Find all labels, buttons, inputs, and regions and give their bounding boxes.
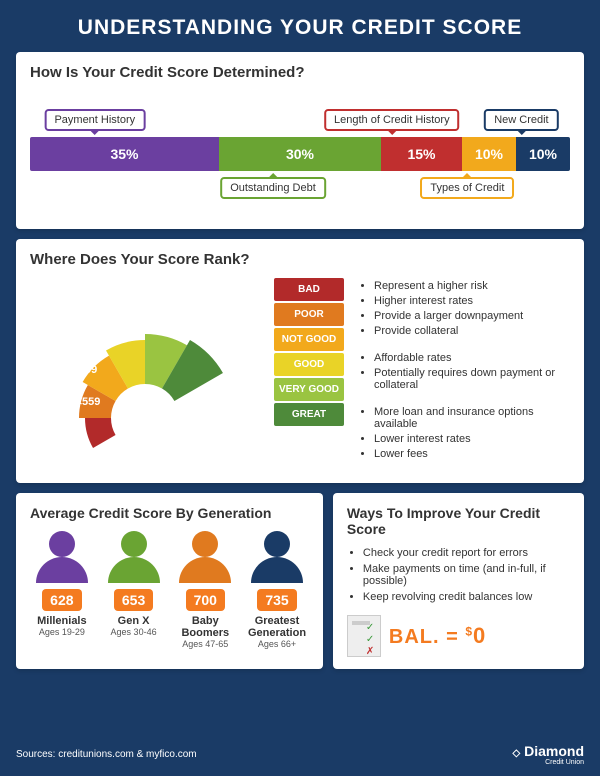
- check-icon: ✓: [366, 634, 376, 644]
- bullet-item: Lower interest rates: [374, 433, 570, 445]
- improve-bullet: Keep revolving credit balances low: [363, 591, 570, 603]
- brand-name: Diamond: [524, 743, 584, 759]
- avatar-icon: [108, 531, 160, 583]
- improve-bullet: Check your credit report for errors: [363, 547, 570, 559]
- panel-determined: How Is Your Credit Score Determined? Pay…: [16, 52, 584, 229]
- legend-item: NOT GOOD: [274, 328, 344, 351]
- score-badge: 735: [257, 589, 296, 611]
- panel-rank: Where Does Your Score Rank? <559 560-609 6…: [16, 239, 584, 483]
- legend-item: POOR: [274, 303, 344, 326]
- footer: Sources: creditunions.com & myfico.com ◇…: [16, 743, 584, 766]
- rank-fan-chart: <559 560-609 610-649 650-689 690-739 740+: [30, 278, 260, 448]
- bar-segment: 10%: [516, 137, 570, 171]
- bar-segment: 30%: [219, 137, 381, 171]
- generation-name: Baby Boomers: [173, 615, 237, 639]
- bar-segment: 35%: [30, 137, 219, 171]
- legend-item: VERY GOOD: [274, 378, 344, 401]
- factor-callout: Length of Credit History: [324, 109, 460, 131]
- generation-name: Greatest Generation: [245, 615, 309, 639]
- legend-item: GOOD: [274, 353, 344, 376]
- wedge-label: 650-689: [122, 302, 162, 314]
- factor-callout: Payment History: [44, 109, 145, 131]
- bullet-item: Represent a higher risk: [374, 280, 570, 292]
- panel3-heading: Average Credit Score By Generation: [30, 505, 309, 521]
- generation-ages: Ages 66+: [245, 639, 309, 649]
- balance-text: BAL. = $0: [389, 623, 486, 649]
- sources-text: Sources: creditunions.com & myfico.com: [16, 749, 197, 760]
- avatar-icon: [36, 531, 88, 583]
- improve-bullet: Make payments on time (and in-full, if p…: [363, 563, 570, 587]
- score-badge: 628: [42, 589, 81, 611]
- rank-bullets: Represent a higher risk Higher interest r…: [358, 278, 570, 471]
- check-icon: ✓: [366, 622, 376, 632]
- generation-ages: Ages 19-29: [30, 627, 94, 637]
- bullet-item: Affordable rates: [374, 352, 570, 364]
- bar-segment: 15%: [381, 137, 462, 171]
- stacked-bar-chart: 35%30%15%10%10%: [30, 137, 570, 171]
- factor-callout: New Credit: [484, 109, 558, 131]
- legend-item: BAD: [274, 278, 344, 301]
- rank-legend: BADPOORNOT GOODGOODVERY GOODGREAT: [274, 278, 344, 426]
- generation-name: Millenials: [30, 615, 94, 627]
- score-badge: 653: [114, 589, 153, 611]
- wedge-label: 610-649: [76, 326, 116, 338]
- wedge-label: <559: [76, 396, 101, 408]
- balance-value: 0: [473, 623, 486, 648]
- avatar-icon: [179, 531, 231, 583]
- panel2-heading: Where Does Your Score Rank?: [30, 251, 570, 268]
- generation-item: 653 Gen X Ages 30-46: [102, 531, 166, 649]
- factor-callout: Outstanding Debt: [220, 177, 326, 199]
- bullet-item: More loan and insurance options availabl…: [374, 406, 570, 430]
- panel-improve: Ways To Improve Your Credit Score Check …: [333, 493, 584, 669]
- brand-sub: Credit Union: [513, 759, 584, 766]
- wedge-label: 690-739: [174, 324, 214, 336]
- panel-generation: Average Credit Score By Generation 628 M…: [16, 493, 323, 669]
- panel1-heading: How Is Your Credit Score Determined?: [30, 64, 570, 81]
- panel4-heading: Ways To Improve Your Credit Score: [347, 505, 570, 537]
- rank-wedge: [85, 418, 116, 448]
- bullet-item: Potentially requires down payment or col…: [374, 367, 570, 391]
- bullet-item: Provide collateral: [374, 325, 570, 337]
- bullet-item: Lower fees: [374, 448, 570, 460]
- balance-row: ✓ ✓ ✗ BAL. = $0: [347, 615, 570, 657]
- generation-item: 628 Millenials Ages 19-29: [30, 531, 94, 649]
- callouts-top: Payment History Length of Credit History N…: [30, 91, 570, 137]
- generations-row: 628 Millenials Ages 19-29 653 Gen X Ages…: [30, 531, 309, 649]
- wedge-label: 740+: [202, 384, 227, 396]
- document-icon: ✓ ✓ ✗: [347, 615, 381, 657]
- page: UNDERSTANDING YOUR CREDIT SCORE How Is Y…: [0, 0, 600, 776]
- balance-label: BAL. =: [389, 626, 465, 648]
- generation-ages: Ages 30-46: [102, 627, 166, 637]
- score-badge: 700: [186, 589, 225, 611]
- callouts-bottom: Outstanding Debt Types of Credit: [30, 171, 570, 217]
- bullet-item: Higher interest rates: [374, 295, 570, 307]
- legend-item: GREAT: [274, 403, 344, 426]
- bar-segment: 10%: [462, 137, 516, 171]
- avatar-icon: [251, 531, 303, 583]
- wedge-label: 560-609: [57, 364, 97, 376]
- bullet-item: Provide a larger downpayment: [374, 310, 570, 322]
- generation-item: 735 Greatest Generation Ages 66+: [245, 531, 309, 649]
- factor-callout: Types of Credit: [420, 177, 514, 199]
- page-title: UNDERSTANDING YOUR CREDIT SCORE: [16, 16, 584, 40]
- brand-logo: ◇ Diamond Credit Union: [513, 743, 584, 766]
- generation-name: Gen X: [102, 615, 166, 627]
- generation-item: 700 Baby Boomers Ages 47-65: [173, 531, 237, 649]
- generation-ages: Ages 47-65: [173, 639, 237, 649]
- x-icon: ✗: [366, 646, 376, 656]
